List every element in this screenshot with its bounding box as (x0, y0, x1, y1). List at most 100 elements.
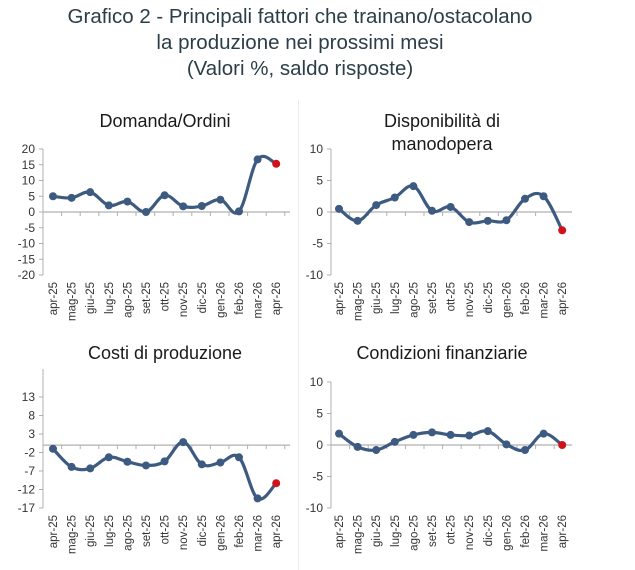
data-point (483, 427, 492, 436)
data-point (446, 202, 455, 211)
x-tick-label: gen-26 (215, 515, 227, 551)
data-point (335, 204, 343, 213)
data-point (160, 191, 169, 200)
x-tick-label: dic-25 (197, 282, 209, 313)
y-tick-label: -15 (18, 252, 36, 266)
y-tick-label: 5 (316, 174, 323, 188)
y-tick-label: 3 (28, 427, 35, 441)
x-tick-label: apr-26 (557, 282, 569, 315)
x-tick-label: mar-26 (253, 282, 265, 318)
y-tick-label: 0 (316, 205, 323, 219)
data-point (372, 201, 381, 210)
data-point (390, 437, 399, 446)
x-tick-label: lug-25 (104, 515, 116, 547)
data-point (465, 431, 474, 440)
y-tick-label: -10 (306, 501, 324, 515)
x-tick-label: mag-25 (353, 282, 365, 321)
data-point (539, 429, 548, 438)
x-tick-label: set-25 (427, 282, 439, 314)
data-point (49, 192, 57, 201)
x-tick-label: ott-25 (446, 515, 458, 544)
x-tick-label: nov-25 (178, 282, 190, 317)
x-tick-label: gen-26 (501, 515, 513, 551)
y-tick-label: -2 (24, 446, 35, 460)
x-tick-label: giu-25 (85, 282, 97, 314)
data-point (86, 188, 95, 197)
x-tick-label: giu-25 (85, 515, 97, 547)
chart-title: Disponibilità di (384, 111, 500, 131)
data-point-latest (558, 441, 567, 449)
y-tick-label: 0 (316, 438, 323, 452)
x-tick-label: set-25 (141, 282, 153, 314)
data-point (104, 201, 113, 210)
x-tick-label: nov-25 (464, 515, 476, 550)
data-point (521, 194, 529, 203)
x-tick-label: ago-25 (408, 282, 420, 318)
x-tick-label: set-25 (141, 515, 153, 547)
x-tick-label: apr-25 (334, 515, 346, 548)
panel-divider (298, 100, 299, 570)
data-point (123, 197, 132, 206)
data-point (409, 182, 418, 191)
x-tick-label: mag-25 (67, 282, 79, 321)
x-tick-label: mag-25 (67, 515, 79, 554)
data-point (235, 453, 243, 462)
data-point (67, 462, 76, 471)
y-tick-label: 13 (22, 390, 36, 404)
data-point (502, 216, 511, 225)
data-point (353, 216, 362, 225)
data-point (86, 464, 95, 473)
chart-title: Costi di produzione (88, 343, 242, 363)
x-tick-label: giu-25 (371, 515, 383, 547)
data-point (253, 494, 262, 503)
data-point (253, 155, 262, 164)
x-tick-label: feb-26 (234, 515, 246, 548)
data-point-latest (558, 226, 567, 235)
series-line (51, 154, 278, 215)
y-tick-label: -10 (18, 237, 36, 251)
x-tick-label: lug-25 (390, 282, 402, 314)
figure-title-line-1: Grafico 2 - Principali fattori che train… (67, 5, 533, 28)
x-tick-label: giu-25 (371, 282, 383, 314)
x-tick-label: mar-26 (253, 515, 265, 551)
y-tick-label: 5 (28, 189, 35, 203)
figure-title: Grafico 2 - Principali fattori che train… (0, 4, 600, 82)
data-point (49, 444, 57, 453)
data-point (390, 193, 399, 202)
data-point (521, 446, 529, 455)
x-tick-label: nov-25 (178, 515, 190, 550)
data-point (142, 208, 150, 216)
y-tick-label: -7 (24, 464, 35, 478)
series-line (51, 440, 278, 501)
data-point (179, 438, 188, 447)
x-tick-label: lug-25 (104, 282, 116, 314)
chart-panel-4: Condizioni finanziarie 10 5 0 -5 -10 apr-25 mag… (306, 343, 572, 554)
data-point (502, 440, 511, 449)
x-tick-label: apr-25 (48, 282, 60, 315)
data-point (335, 429, 343, 438)
data-point (539, 192, 548, 201)
x-tick-label: lug-25 (390, 515, 402, 547)
data-point (235, 207, 243, 216)
y-tick-label: 8 (28, 409, 35, 423)
y-tick-label: -5 (24, 221, 35, 235)
y-tick-label: -10 (306, 268, 324, 282)
y-tick-label: -5 (312, 470, 323, 484)
x-tick-label: mar-26 (539, 282, 551, 318)
chart-title: Condizioni finanziarie (356, 343, 527, 363)
y-tick-label: 0 (28, 205, 35, 219)
y-tick-label: 10 (310, 375, 324, 389)
y-tick-label: -12 (18, 483, 36, 497)
x-tick-label: apr-25 (334, 282, 346, 315)
x-tick-label: gen-26 (501, 282, 513, 318)
data-point (67, 193, 76, 202)
data-point-latest (272, 479, 281, 488)
x-tick-label: ott-25 (160, 515, 172, 544)
data-point (428, 428, 436, 437)
data-point (197, 202, 206, 211)
x-tick-label: ott-25 (160, 282, 172, 311)
data-point (216, 458, 225, 467)
figure-subtitle: (Valori %, saldo risposte) (186, 57, 414, 80)
data-point (465, 218, 474, 227)
